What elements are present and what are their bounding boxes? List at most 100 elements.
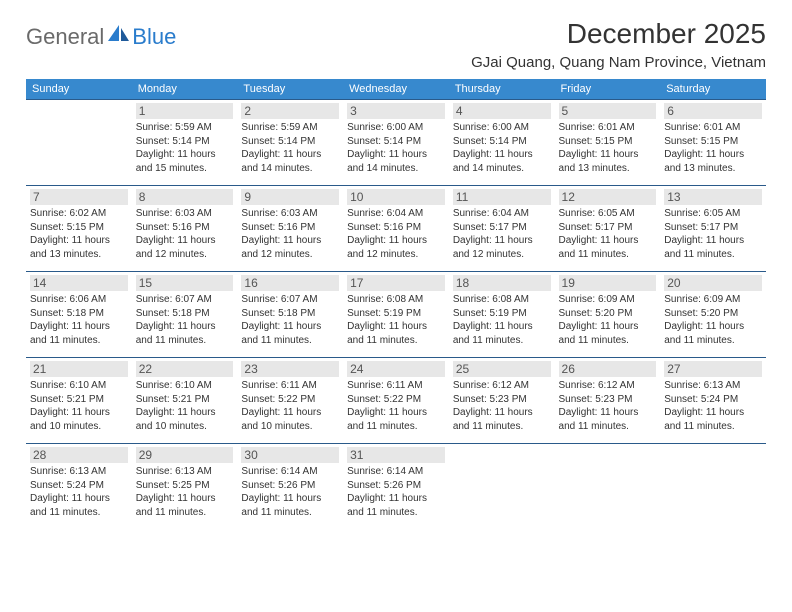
day-number: 18 bbox=[453, 275, 551, 291]
day-info: Sunrise: 6:05 AMSunset: 5:17 PMDaylight:… bbox=[559, 207, 657, 261]
calendar-day-cell: 17 Sunrise: 6:08 AMSunset: 5:19 PMDayligh… bbox=[343, 272, 449, 358]
calendar-day-cell: 15 Sunrise: 6:07 AMSunset: 5:18 PMDayligh… bbox=[132, 272, 238, 358]
day-number: 30 bbox=[241, 447, 339, 463]
calendar-day-cell: 29 Sunrise: 6:13 AMSunset: 5:25 PMDayligh… bbox=[132, 444, 238, 530]
sail-icon bbox=[108, 25, 130, 41]
day-number: 19 bbox=[559, 275, 657, 291]
day-number: 12 bbox=[559, 189, 657, 205]
calendar-table: SundayMondayTuesdayWednesdayThursdayFrid… bbox=[26, 79, 766, 530]
location: GJai Quang, Quang Nam Province, Vietnam bbox=[471, 54, 766, 71]
day-number: 4 bbox=[453, 103, 551, 119]
day-info: Sunrise: 6:06 AMSunset: 5:18 PMDaylight:… bbox=[30, 293, 128, 347]
day-info: Sunrise: 6:05 AMSunset: 5:17 PMDaylight:… bbox=[664, 207, 762, 261]
day-info: Sunrise: 6:04 AMSunset: 5:17 PMDaylight:… bbox=[453, 207, 551, 261]
day-info: Sunrise: 6:14 AMSunset: 5:26 PMDaylight:… bbox=[347, 465, 445, 519]
day-info: Sunrise: 6:00 AMSunset: 5:14 PMDaylight:… bbox=[453, 121, 551, 175]
calendar-week-row: 1 Sunrise: 5:59 AMSunset: 5:14 PMDaylight… bbox=[26, 100, 766, 186]
calendar-day-cell bbox=[449, 444, 555, 530]
day-number: 7 bbox=[30, 189, 128, 205]
calendar-day-cell: 21Sunrise: 6:10 AMSunset: 5:21 PMDayligh… bbox=[26, 358, 132, 444]
calendar-day-cell bbox=[26, 100, 132, 186]
calendar-day-cell: 7 Sunrise: 6:02 AMSunset: 5:15 PMDaylight… bbox=[26, 186, 132, 272]
day-number: 20 bbox=[664, 275, 762, 291]
day-info: Sunrise: 5:59 AMSunset: 5:14 PMDaylight:… bbox=[241, 121, 339, 175]
month-title: December 2025 bbox=[471, 18, 766, 50]
day-number: 9 bbox=[241, 189, 339, 205]
calendar-day-cell: 31 Sunrise: 6:14 AMSunset: 5:26 PMDayligh… bbox=[343, 444, 449, 530]
calendar-day-cell: 14 Sunrise: 6:06 AMSunset: 5:18 PMDayligh… bbox=[26, 272, 132, 358]
day-info: Sunrise: 6:07 AMSunset: 5:18 PMDaylight:… bbox=[136, 293, 234, 347]
day-info: Sunrise: 6:09 AMSunset: 5:20 PMDaylight:… bbox=[664, 293, 762, 347]
day-info: Sunrise: 6:08 AMSunset: 5:19 PMDaylight:… bbox=[453, 293, 551, 347]
day-info: Sunrise: 6:01 AMSunset: 5:15 PMDaylight:… bbox=[664, 121, 762, 175]
day-info: Sunrise: 6:03 AMSunset: 5:16 PMDaylight:… bbox=[136, 207, 234, 261]
day-info: Sunrise: 6:07 AMSunset: 5:18 PMDaylight:… bbox=[241, 293, 339, 347]
day-info: Sunrise: 6:00 AMSunset: 5:14 PMDaylight:… bbox=[347, 121, 445, 175]
calendar-day-cell: 16Sunrise: 6:07 AMSunset: 5:18 PMDayligh… bbox=[237, 272, 343, 358]
day-number: 13 bbox=[664, 189, 762, 205]
day-number: 17 bbox=[347, 275, 445, 291]
calendar-day-cell: 3Sunrise: 6:00 AMSunset: 5:14 PMDaylight… bbox=[343, 100, 449, 186]
day-number: 23 bbox=[241, 361, 339, 377]
weekday-header: Saturday bbox=[660, 79, 766, 100]
logo: General Blue bbox=[26, 18, 176, 50]
weekday-header: Tuesday bbox=[237, 79, 343, 100]
day-info: Sunrise: 6:12 AMSunset: 5:23 PMDaylight:… bbox=[453, 379, 551, 433]
day-number: 15 bbox=[136, 275, 234, 291]
day-number: 28 bbox=[30, 447, 128, 463]
day-number: 8 bbox=[136, 189, 234, 205]
calendar-day-cell: 13 Sunrise: 6:05 AMSunset: 5:17 PMDayligh… bbox=[660, 186, 766, 272]
header: General Blue December 2025 GJai Quang, Q… bbox=[26, 18, 766, 71]
calendar-day-cell: 23 Sunrise: 6:11 AMSunset: 5:22 PMDayligh… bbox=[237, 358, 343, 444]
calendar-day-cell: 28 Sunrise: 6:13 AMSunset: 5:24 PMDayligh… bbox=[26, 444, 132, 530]
calendar-day-cell: 1 Sunrise: 5:59 AMSunset: 5:14 PMDaylight… bbox=[132, 100, 238, 186]
day-number: 10 bbox=[347, 189, 445, 205]
weekday-header: Friday bbox=[555, 79, 661, 100]
weekday-header: Monday bbox=[132, 79, 238, 100]
day-info: Sunrise: 6:12 AMSunset: 5:23 PMDaylight:… bbox=[559, 379, 657, 433]
calendar-day-cell: 11 Sunrise: 6:04 AMSunset: 5:17 PMDayligh… bbox=[449, 186, 555, 272]
calendar-day-cell: 12 Sunrise: 6:05 AMSunset: 5:17 PMDayligh… bbox=[555, 186, 661, 272]
day-info: Sunrise: 6:10 AMSunset: 5:21 PMDaylight:… bbox=[30, 379, 128, 433]
day-number: 22 bbox=[136, 361, 234, 377]
calendar-day-cell: 25Sunrise: 6:12 AMSunset: 5:23 PMDayligh… bbox=[449, 358, 555, 444]
calendar-day-cell: 22 Sunrise: 6:10 AMSunset: 5:21 PMDayligh… bbox=[132, 358, 238, 444]
day-number: 29 bbox=[136, 447, 234, 463]
day-info: Sunrise: 6:13 AMSunset: 5:25 PMDaylight:… bbox=[136, 465, 234, 519]
title-block: December 2025 GJai Quang, Quang Nam Prov… bbox=[471, 18, 766, 71]
calendar-week-row: 14 Sunrise: 6:06 AMSunset: 5:18 PMDayligh… bbox=[26, 272, 766, 358]
calendar-day-cell: 19 Sunrise: 6:09 AMSunset: 5:20 PMDayligh… bbox=[555, 272, 661, 358]
day-info: Sunrise: 6:10 AMSunset: 5:21 PMDaylight:… bbox=[136, 379, 234, 433]
day-number: 11 bbox=[453, 189, 551, 205]
weekday-header: Sunday bbox=[26, 79, 132, 100]
day-info: Sunrise: 6:04 AMSunset: 5:16 PMDaylight:… bbox=[347, 207, 445, 261]
calendar-day-cell: 26 Sunrise: 6:12 AMSunset: 5:23 PMDayligh… bbox=[555, 358, 661, 444]
day-number: 1 bbox=[136, 103, 234, 119]
calendar-day-cell: 27 Sunrise: 6:13 AMSunset: 5:24 PMDayligh… bbox=[660, 358, 766, 444]
day-info: Sunrise: 6:02 AMSunset: 5:15 PMDaylight:… bbox=[30, 207, 128, 261]
day-info: Sunrise: 6:13 AMSunset: 5:24 PMDaylight:… bbox=[30, 465, 128, 519]
day-info: Sunrise: 6:14 AMSunset: 5:26 PMDaylight:… bbox=[241, 465, 339, 519]
calendar-day-cell: 2Sunrise: 5:59 AMSunset: 5:14 PMDaylight… bbox=[237, 100, 343, 186]
day-info: Sunrise: 6:11 AMSunset: 5:22 PMDaylight:… bbox=[347, 379, 445, 433]
day-number: 26 bbox=[559, 361, 657, 377]
calendar-day-cell: 18 Sunrise: 6:08 AMSunset: 5:19 PMDayligh… bbox=[449, 272, 555, 358]
calendar-day-cell bbox=[555, 444, 661, 530]
calendar-body: 1 Sunrise: 5:59 AMSunset: 5:14 PMDaylight… bbox=[26, 100, 766, 530]
day-number: 27 bbox=[664, 361, 762, 377]
calendar-day-cell: 30 Sunrise: 6:14 AMSunset: 5:26 PMDayligh… bbox=[237, 444, 343, 530]
day-number: 6 bbox=[664, 103, 762, 119]
day-info: Sunrise: 5:59 AMSunset: 5:14 PMDaylight:… bbox=[136, 121, 234, 175]
day-info: Sunrise: 6:08 AMSunset: 5:19 PMDaylight:… bbox=[347, 293, 445, 347]
day-info: Sunrise: 6:11 AMSunset: 5:22 PMDaylight:… bbox=[241, 379, 339, 433]
calendar-day-cell: 10 Sunrise: 6:04 AMSunset: 5:16 PMDayligh… bbox=[343, 186, 449, 272]
day-number: 14 bbox=[30, 275, 128, 291]
calendar-day-cell bbox=[660, 444, 766, 530]
day-number: 24 bbox=[347, 361, 445, 377]
weekday-header-row: SundayMondayTuesdayWednesdayThursdayFrid… bbox=[26, 79, 766, 100]
day-number: 31 bbox=[347, 447, 445, 463]
day-info: Sunrise: 6:09 AMSunset: 5:20 PMDaylight:… bbox=[559, 293, 657, 347]
day-info: Sunrise: 6:13 AMSunset: 5:24 PMDaylight:… bbox=[664, 379, 762, 433]
day-info: Sunrise: 6:03 AMSunset: 5:16 PMDaylight:… bbox=[241, 207, 339, 261]
weekday-header: Thursday bbox=[449, 79, 555, 100]
